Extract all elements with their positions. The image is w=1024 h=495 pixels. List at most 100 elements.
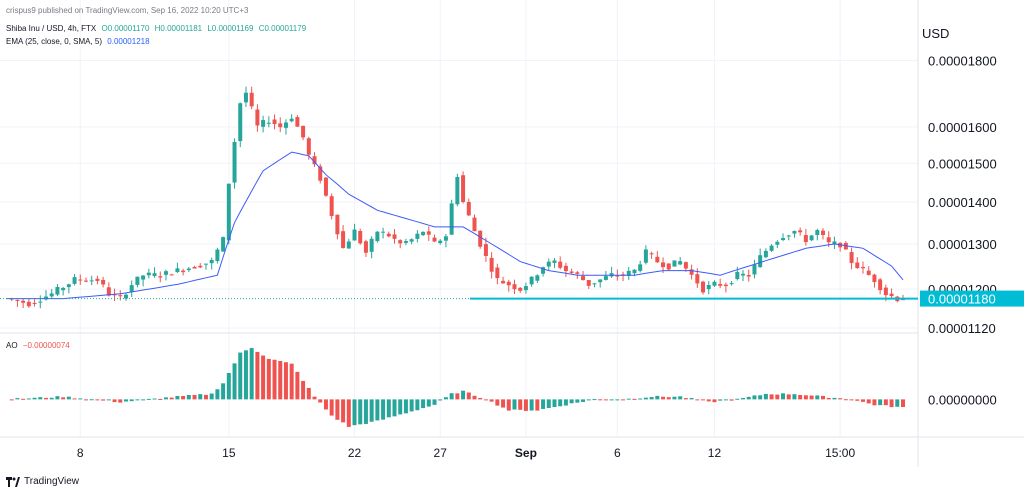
candle-body [666,263,671,270]
ema-line [6,151,904,300]
ao-bar [598,399,603,401]
candle-body [718,284,723,286]
ao-bar [106,399,111,401]
publisher-line: crispus9 published on TradingView.com, S… [6,6,251,15]
candles [9,86,905,309]
ao-bar [221,383,226,400]
candle-body [483,244,488,256]
ohlc-high: H0.00001181 [154,24,203,33]
ema-label[interactable]: EMA (25, close, 0, SMA, 5) [6,37,103,46]
candle-body [112,294,117,296]
candle-body [352,229,357,241]
candle-body [546,261,551,267]
ao-bar [341,399,346,423]
candle-body [243,92,248,103]
candle-body [775,241,780,245]
ao-bar [255,351,260,400]
candle-body [655,256,660,263]
candle-body [141,275,146,280]
candle-body [615,275,620,277]
candle-body [741,273,746,276]
candle-body [381,231,386,233]
candle-body [232,141,237,183]
ohlc-low: L0.00001169 [207,24,254,33]
ao-bar [95,399,100,401]
ao-bar [798,394,803,400]
candle-body [21,300,26,303]
ao-bar [746,396,751,400]
ao-bar [118,399,123,403]
ao-bar [769,394,774,400]
ao-bar [306,387,311,400]
candle-body [878,279,883,291]
ao-bar [392,399,397,417]
candle-body [272,119,277,125]
ao-bar [512,399,517,410]
candle-body [43,296,48,300]
candle-body [821,230,826,235]
candle-body [535,275,540,281]
candle-body [626,270,631,276]
candle-body [72,277,77,284]
candle-body [752,264,757,275]
ao-bar [546,399,551,409]
ao-bar [403,399,408,414]
candle-body [792,231,797,234]
ao-bar [461,390,466,400]
time-tick-label: Sep [515,446,537,460]
symbol-name[interactable]: Shiba Inu / USD, 4h, FTX [6,24,97,33]
ao-bar [203,394,208,400]
ao-bar [901,399,905,407]
candle-body [541,267,546,274]
ao-bar [483,399,488,401]
candle-body [443,236,448,241]
ao-bar [72,398,77,400]
candle-body [426,231,431,235]
candle-body [723,284,728,287]
ao-bar [563,399,568,406]
candle-body [603,276,608,280]
candle-body [61,287,66,291]
ao-tick-label: 0.00000000 [928,392,997,407]
price-tick-label: 0.00001400 [928,195,997,210]
ao-bar [678,396,683,400]
ao-bar [689,398,694,400]
candle-body [449,203,454,235]
ao-bar [883,399,888,406]
candle-body [581,276,586,281]
ao-bar [723,399,728,401]
candle-body [386,233,391,237]
ao-bar [83,399,88,401]
candle-body [289,118,294,122]
candle-body [323,177,328,196]
ao-label[interactable]: AO [6,341,18,350]
currency-label: USD [922,26,949,41]
candle-body [26,301,31,307]
ao-bar [603,399,608,401]
candle-body [889,293,894,297]
candle-body [592,283,597,285]
ao-bar [209,393,214,400]
candle-body [249,92,254,107]
candle-body [729,283,734,285]
ao-bar [758,395,763,400]
candle-body [15,299,20,301]
candle-body [661,262,666,268]
ao-bar [781,393,786,400]
time-tick-label: 8 [77,446,84,460]
ao-bar [449,393,454,400]
candle-body [552,260,557,263]
ao-bar [472,395,477,400]
price-tick-label: 0.00001300 [928,237,997,252]
candle-body [563,265,568,272]
price-axis: 0.000011200.000012000.000013000.00001400… [928,53,997,336]
ao-bar [369,399,374,422]
ao-bar [78,398,83,400]
ao-bar [752,395,757,400]
ao-bar [415,399,420,411]
ao-bar [283,362,288,400]
candle-body [455,176,460,205]
ao-bar [763,393,768,400]
